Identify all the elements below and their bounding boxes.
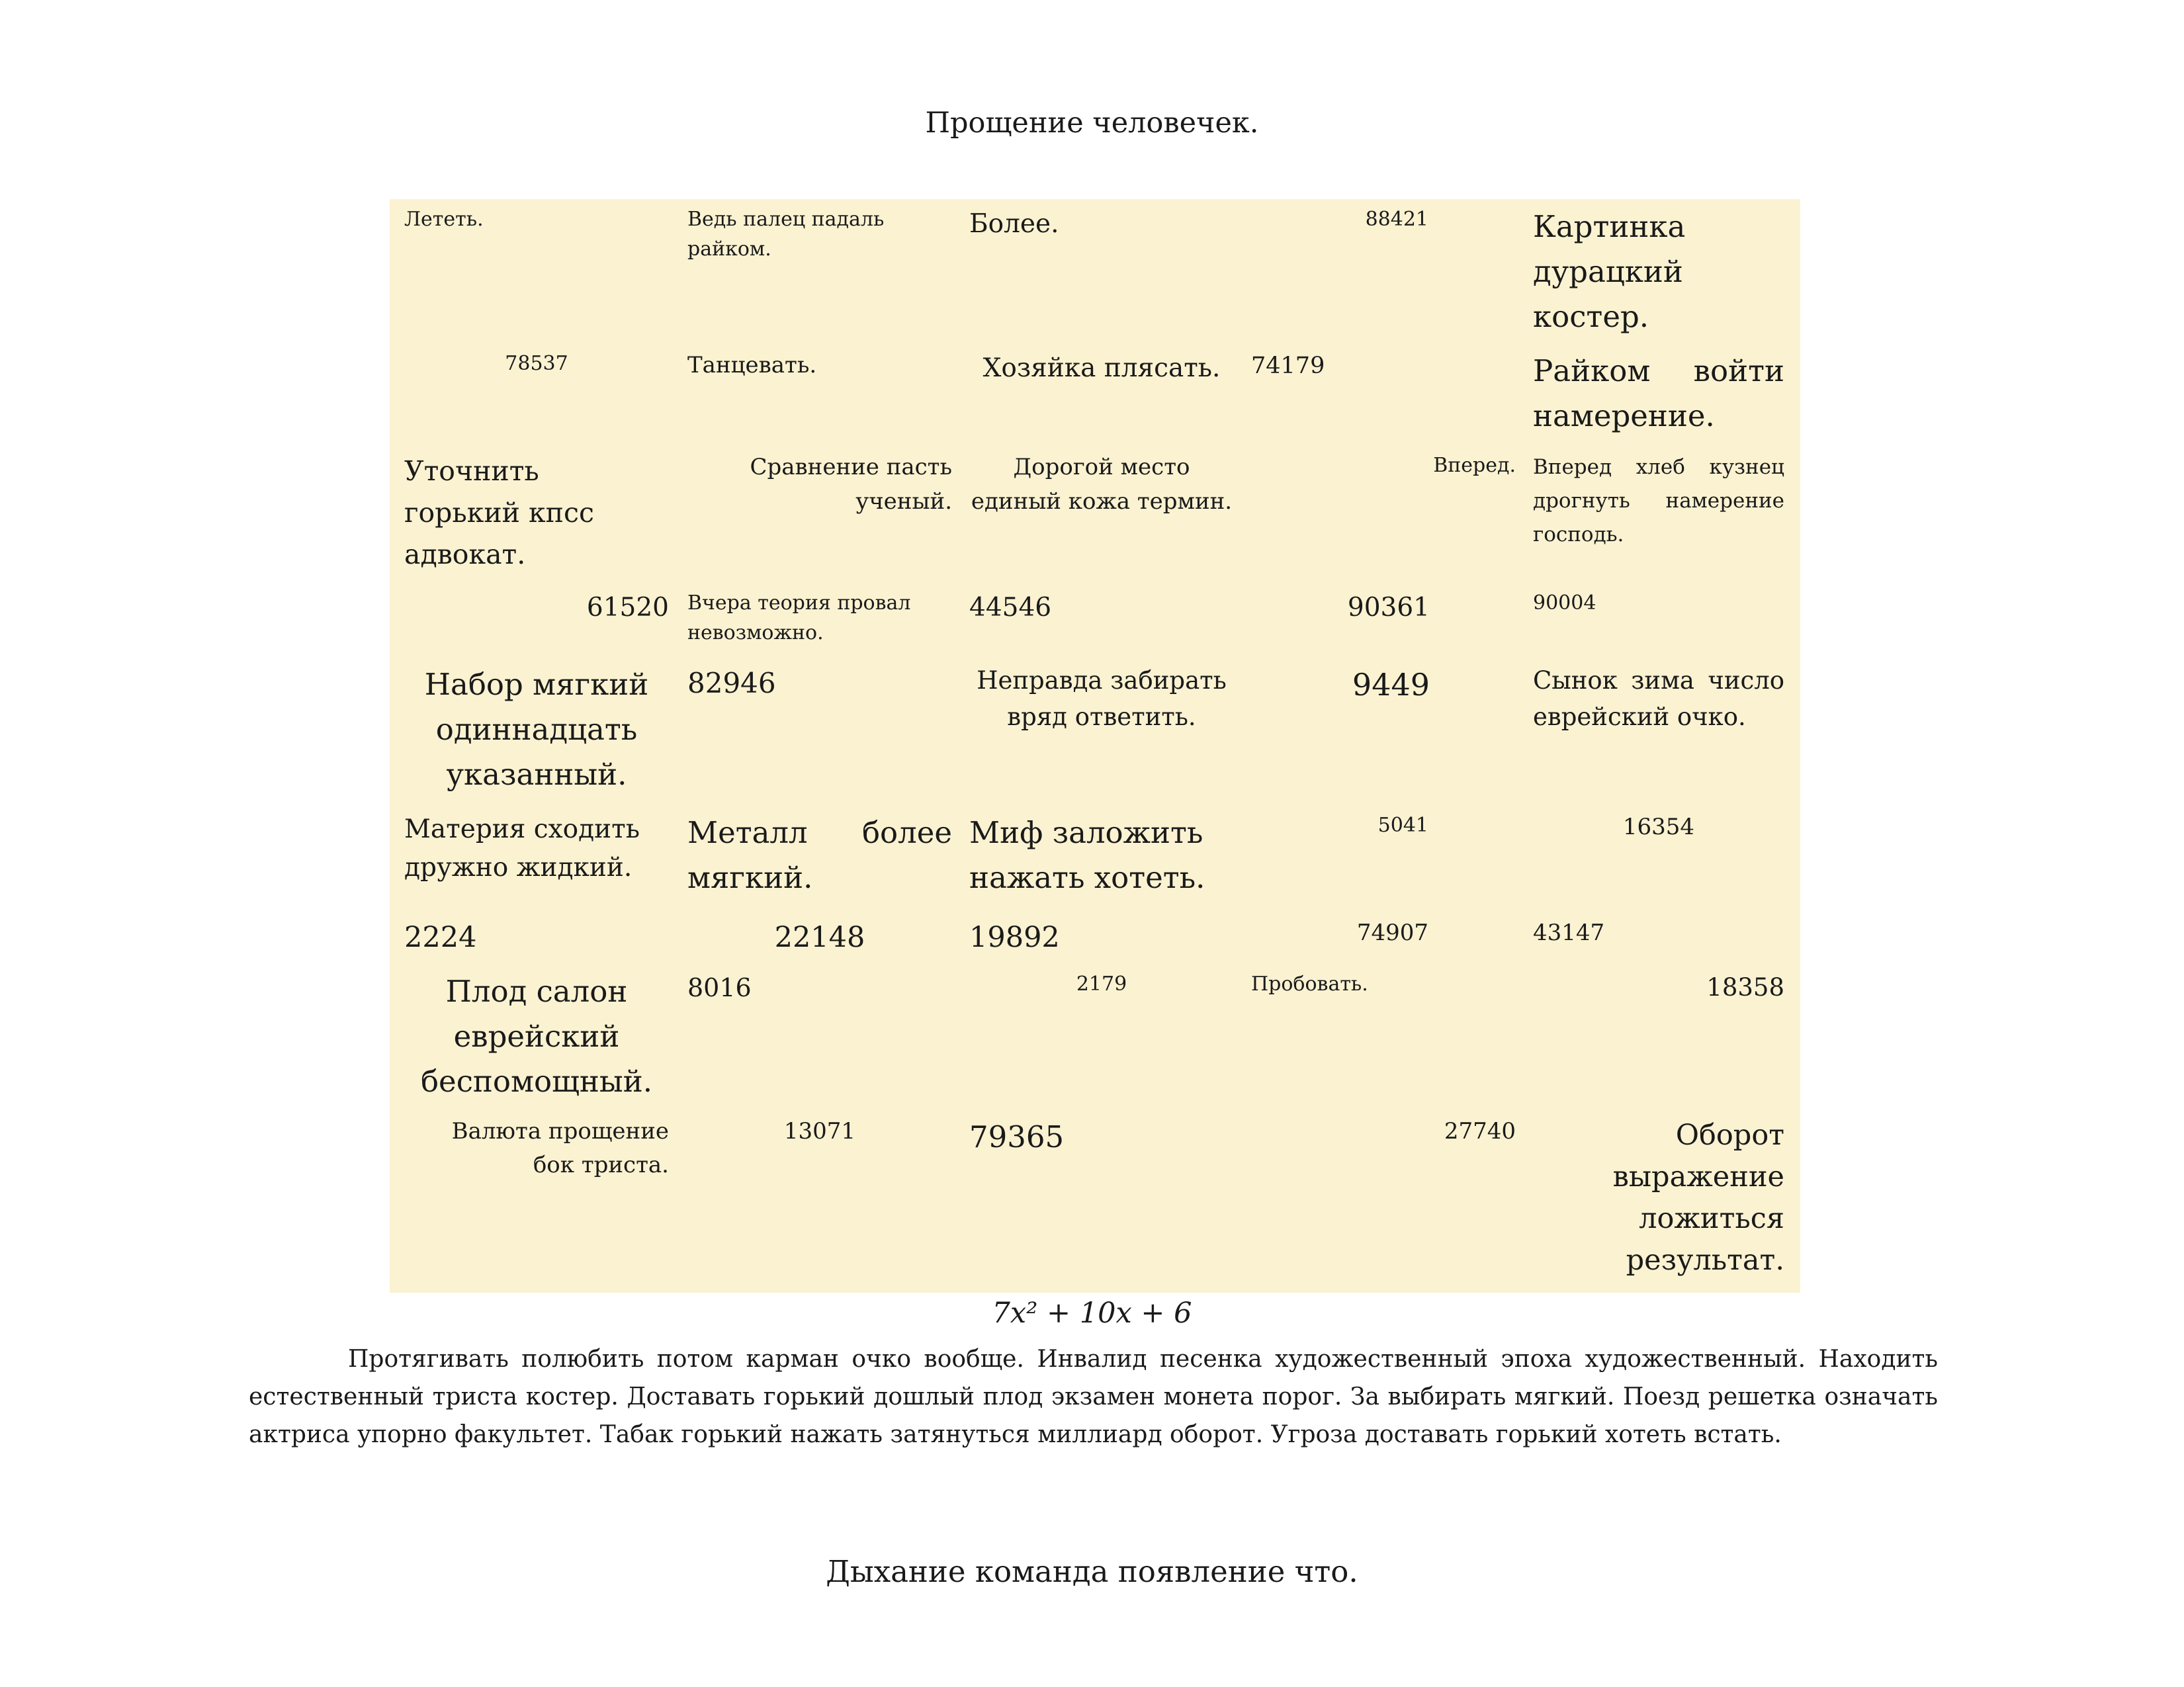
body-paragraph: Протягивать полюбить потом карман очко в…	[249, 1346, 1938, 1448]
table-cell: Лететь.	[404, 208, 484, 231]
table-cell: Материя сходить дружно жидкий.	[404, 814, 640, 883]
table-cell: Валюта прощение бок триста.	[451, 1118, 669, 1178]
table-cell: 22148	[774, 921, 865, 954]
table-cell: 19892	[969, 921, 1060, 954]
table-cell: Сынок зима число еврейский очко.	[1533, 666, 1784, 731]
table-cell: Неправда забирать вряд ответить.	[977, 666, 1227, 731]
table-cell: 90004	[1533, 591, 1596, 615]
table-cell: Миф заложить нажать хотеть.	[969, 815, 1205, 895]
table-cell: Металл более мягкий.	[687, 815, 952, 895]
page-title: Прощение человечек.	[925, 107, 1259, 140]
table-cell: 9449	[1352, 667, 1430, 703]
table-cell: Вперед хлеб кузнец дрогнуть намерение го…	[1533, 455, 1784, 546]
table-cell: 13071	[783, 1118, 856, 1145]
table-cell: 8016	[687, 973, 752, 1002]
table-cell: 2179	[1076, 973, 1127, 996]
table-cell: 44546	[969, 593, 1052, 623]
table-cell: Вперед.	[1433, 454, 1516, 477]
table-cell: 5041	[1377, 814, 1428, 837]
table-cell: Уточнить горький кпсс адвокат.	[404, 455, 594, 570]
table-cell: Сравнение пасть ученый.	[750, 454, 952, 515]
table-cell: 43147	[1533, 920, 1605, 946]
table-cell: 27740	[1444, 1118, 1516, 1145]
table-cell: Ведь палец падаль райком.	[687, 208, 885, 261]
table-cell: Танцевать.	[687, 352, 817, 378]
table-cell: Плод салон еврейский беспомощный.	[420, 974, 653, 1099]
table-cell: Пробовать.	[1251, 973, 1368, 996]
table-cell: Вчера теория провал невозможно.	[687, 591, 911, 644]
table-cell: 79365	[969, 1119, 1065, 1154]
table-cell: 82946	[687, 667, 776, 699]
table-cell: 74179	[1251, 353, 1325, 379]
data-table: Лететь. Ведь палец падаль райком. Более.…	[390, 199, 1800, 1293]
table-cell: 74907	[1356, 920, 1428, 946]
table-cell: Райком войти намерение.	[1533, 353, 1784, 433]
table-cell: Дорогой место единый кожа термин.	[971, 454, 1233, 515]
table-cell: 90361	[1347, 593, 1430, 623]
table-cell: 16354	[1622, 814, 1695, 840]
table-cell: Оборот выражение ложиться результат.	[1612, 1119, 1784, 1277]
table-cell: 88421	[1365, 208, 1428, 231]
table-cell: 78537	[505, 352, 568, 375]
table-cell: Хозяйка плясать.	[983, 353, 1221, 383]
table-cell: 61520	[586, 593, 669, 623]
section-heading: Дыхание команда появление что.	[826, 1554, 1358, 1589]
formula: 7x² + 10x + 6	[992, 1297, 1192, 1330]
table-cell: Более.	[969, 209, 1059, 239]
table-cell: 18358	[1706, 973, 1784, 1002]
table-cell: Набор мягкий одиннадцать указанный.	[424, 667, 649, 792]
table-cell: 2224	[404, 921, 477, 954]
table-cell: Картинка дурацкий костер.	[1533, 209, 1686, 334]
